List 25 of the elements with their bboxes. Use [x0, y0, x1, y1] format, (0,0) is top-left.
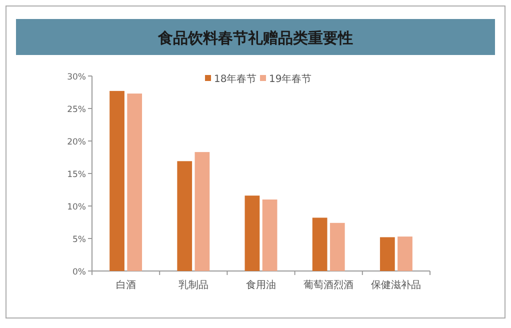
bar [177, 161, 192, 271]
y-tick-label: 10% [67, 202, 86, 212]
y-tick-label: 15% [67, 170, 86, 180]
y-tick-label: 0% [72, 268, 86, 278]
x-tick-label: 保健滋补品 [371, 279, 422, 291]
y-tick-label: 5% [72, 235, 86, 245]
legend-label: 18年春节 [214, 73, 257, 85]
bar [312, 218, 328, 271]
chart-title: 食品饮料春节礼赠品类重要性 [157, 29, 353, 47]
bar [262, 200, 278, 271]
y-tick-label: 30% [67, 72, 86, 82]
bar [330, 222, 345, 271]
bar [194, 152, 210, 271]
bar [398, 236, 412, 271]
legend-label: 19年春节 [269, 73, 312, 85]
x-tick-label: 食用油 [246, 279, 276, 291]
x-tick-label: 葡萄酒烈酒 [304, 279, 354, 291]
x-tick-label: 白酒 [116, 279, 136, 291]
bar [127, 94, 142, 271]
y-tick-label: 20% [67, 138, 86, 148]
y-tick-label: 25% [67, 105, 86, 115]
x-tick-label: 乳制品 [178, 279, 208, 291]
bar [380, 237, 395, 271]
bar [244, 196, 260, 271]
bar [110, 90, 124, 271]
